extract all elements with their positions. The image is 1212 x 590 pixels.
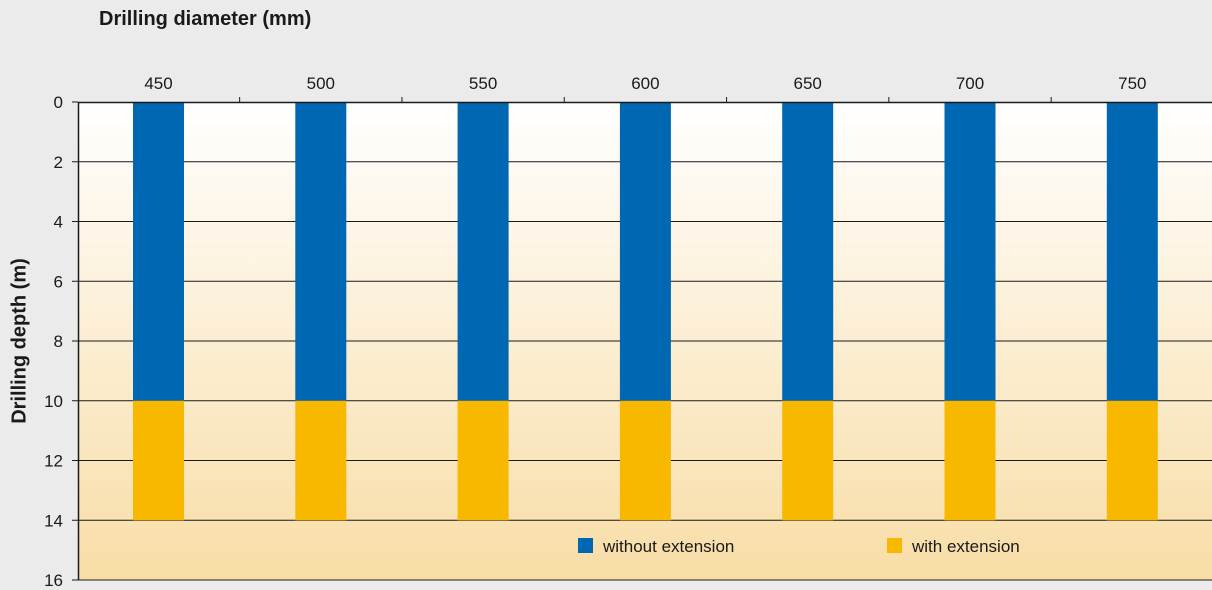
bar-without-extension-700 <box>944 102 996 401</box>
legend-swatch <box>578 538 593 553</box>
y-tick-label: 14 <box>44 511 63 530</box>
bar-without-extension-500 <box>295 102 347 401</box>
x-tick-label: 500 <box>307 74 335 93</box>
y-tick-label: 2 <box>54 153 63 172</box>
bar-with-extension-750 <box>1106 400 1158 521</box>
bar-with-extension-550 <box>457 400 509 521</box>
legend-swatch <box>887 538 902 553</box>
bar-with-extension-500 <box>295 400 347 521</box>
x-tick-label: 650 <box>794 74 822 93</box>
bar-without-extension-650 <box>782 102 834 401</box>
y-tick-label: 4 <box>54 213 63 232</box>
y-tick-label: 10 <box>44 392 63 411</box>
x-tick-label: 750 <box>1118 74 1146 93</box>
y-tick-label: 12 <box>44 452 63 471</box>
bar-with-extension-600 <box>619 400 671 521</box>
bar-with-extension-450 <box>133 400 184 521</box>
bar-with-extension-700 <box>944 400 996 521</box>
x-tick-label: 700 <box>956 74 984 93</box>
x-tick-label: 600 <box>631 74 659 93</box>
y-tick-label: 6 <box>54 272 63 291</box>
bar-without-extension-550 <box>457 102 509 401</box>
y-tick-label: 0 <box>54 93 63 112</box>
y-tick-label: 8 <box>54 332 63 351</box>
y-tick-label: 16 <box>44 571 63 590</box>
x-tick-label: 450 <box>144 74 172 93</box>
bar-without-extension-450 <box>133 102 184 401</box>
legend-label: without extension <box>602 537 734 556</box>
bar-with-extension-650 <box>782 400 834 521</box>
legend-label: with extension <box>911 537 1020 556</box>
bar-without-extension-600 <box>619 102 671 401</box>
bar-without-extension-750 <box>1106 102 1158 401</box>
x-tick-label: 550 <box>469 74 497 93</box>
chart-title: Drilling diameter (mm) <box>99 8 312 30</box>
